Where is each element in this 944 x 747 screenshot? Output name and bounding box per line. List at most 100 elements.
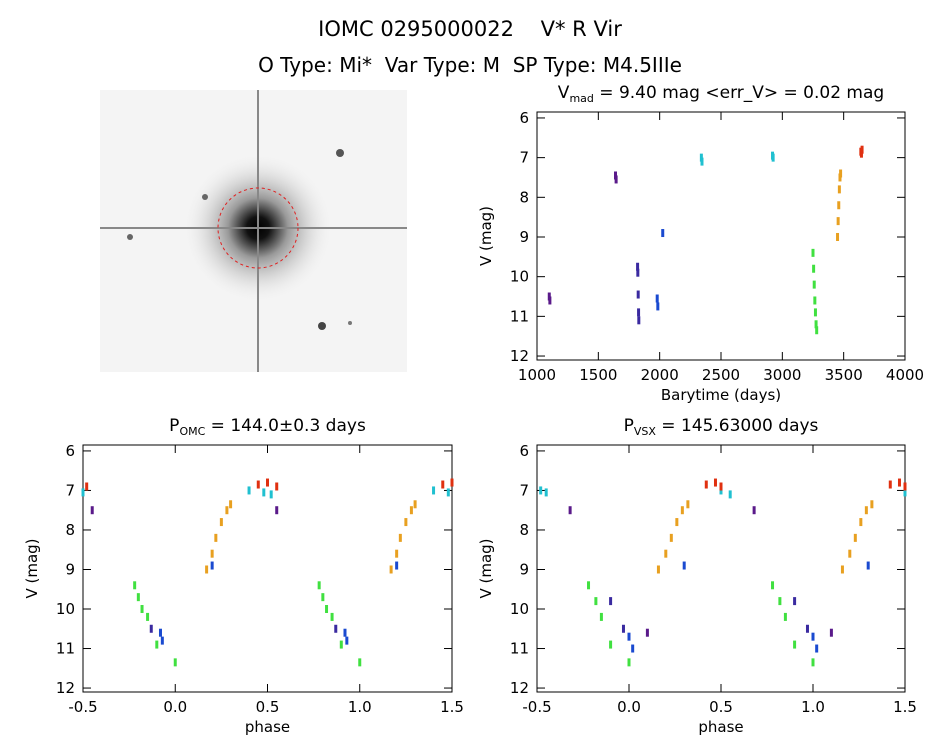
x-tick-label: 1.5 — [893, 698, 917, 716]
y-axis-label: V (mag) — [23, 538, 41, 598]
point — [441, 480, 445, 489]
y-tick-label: 10 — [56, 600, 75, 618]
x-axis-label: phase — [698, 718, 743, 736]
point — [85, 482, 89, 491]
point — [704, 480, 708, 489]
point — [719, 482, 723, 491]
x-tick-label: 1.0 — [801, 698, 825, 716]
point — [133, 581, 137, 590]
point — [609, 597, 613, 606]
point — [655, 294, 659, 303]
point — [146, 612, 150, 621]
point — [266, 478, 269, 487]
chart-title: PVSX = 145.63000 days — [624, 416, 819, 438]
point — [395, 561, 399, 570]
point — [398, 533, 402, 542]
point — [837, 201, 841, 210]
title-sub: OMC — [179, 425, 205, 438]
point — [680, 506, 684, 515]
y-tick-label: 8 — [519, 188, 529, 206]
title-sub: mad — [569, 92, 593, 105]
point — [675, 518, 679, 527]
point — [771, 153, 775, 162]
point — [778, 597, 782, 606]
point — [160, 636, 164, 645]
point — [395, 549, 399, 558]
title-main: V — [558, 83, 570, 103]
title-main: P — [169, 416, 179, 436]
point — [860, 145, 864, 154]
point — [840, 565, 844, 574]
x-tick-label: 1.5 — [440, 698, 464, 716]
point — [848, 549, 852, 558]
title-rest: = 145.63000 days — [656, 416, 819, 436]
point — [334, 624, 338, 633]
point — [853, 533, 857, 542]
y-tick-label: 6 — [519, 109, 529, 127]
point — [330, 612, 334, 621]
x-tick-label: 0.5 — [709, 698, 733, 716]
point — [897, 478, 901, 487]
point — [210, 549, 214, 558]
point — [343, 628, 347, 637]
point — [409, 506, 413, 515]
point — [432, 486, 436, 495]
point — [210, 561, 214, 570]
point — [225, 506, 229, 515]
point — [686, 500, 690, 509]
y-tick-label: 12 — [510, 347, 529, 365]
point — [783, 612, 787, 621]
point — [155, 640, 159, 649]
y-tick-label: 9 — [65, 560, 75, 578]
point — [637, 316, 641, 325]
point — [631, 644, 635, 653]
point — [645, 628, 649, 637]
point — [275, 506, 279, 515]
point — [836, 217, 840, 226]
y-tick-label: 10 — [510, 600, 529, 618]
point — [609, 640, 613, 649]
point — [637, 308, 641, 317]
point — [713, 478, 717, 487]
point — [815, 326, 819, 335]
point — [568, 506, 572, 515]
point — [661, 229, 665, 238]
point — [214, 533, 218, 542]
y-tick-label: 9 — [519, 560, 529, 578]
point — [636, 268, 640, 277]
point — [90, 506, 94, 515]
y-tick-label: 11 — [510, 640, 529, 658]
point — [903, 488, 907, 497]
figure-title: IOMC 0295000022 V* R Vir — [318, 17, 622, 41]
y-axis-label: V (mag) — [477, 538, 495, 598]
title-rest: = 144.0±0.3 days — [205, 416, 366, 436]
point — [539, 486, 543, 495]
point — [811, 248, 815, 257]
point — [805, 624, 809, 633]
y-tick-label: 7 — [519, 481, 529, 499]
title-sub: VSX — [634, 425, 657, 438]
y-tick-label: 6 — [65, 442, 75, 460]
point — [864, 506, 868, 515]
chart-title: Vmad = 9.40 mag <err_V> = 0.02 mag — [558, 83, 884, 105]
x-tick-label: -0.5 — [68, 698, 97, 716]
point — [793, 597, 797, 606]
x-tick-label: 3000 — [763, 366, 801, 384]
y-tick-label: 10 — [510, 268, 529, 286]
point — [158, 628, 162, 637]
point — [389, 565, 393, 574]
point — [219, 518, 223, 527]
point — [621, 624, 625, 633]
x-tick-label: 0.0 — [163, 698, 187, 716]
point — [888, 480, 892, 489]
chart-title: POMC = 144.0±0.3 days — [169, 416, 366, 438]
point — [903, 482, 907, 491]
point — [811, 632, 815, 641]
point — [870, 500, 874, 509]
y-tick-label: 12 — [510, 679, 529, 697]
point — [317, 581, 321, 590]
y-axis-label: V (mag) — [477, 206, 495, 266]
x-axis-label: phase — [245, 718, 290, 736]
plot-frame — [536, 111, 906, 361]
